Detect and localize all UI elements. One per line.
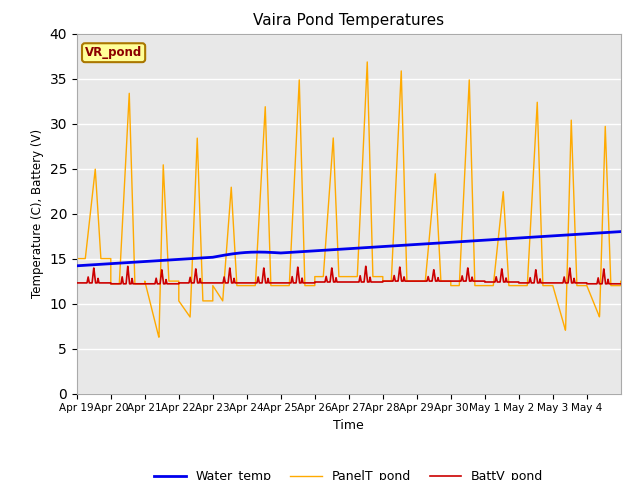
Legend: Water_temp, PanelT_pond, BattV_pond: Water_temp, PanelT_pond, BattV_pond (149, 465, 548, 480)
X-axis label: Time: Time (333, 419, 364, 432)
Text: VR_pond: VR_pond (85, 46, 142, 59)
Y-axis label: Temperature (C), Battery (V): Temperature (C), Battery (V) (31, 129, 44, 298)
Title: Vaira Pond Temperatures: Vaira Pond Temperatures (253, 13, 444, 28)
